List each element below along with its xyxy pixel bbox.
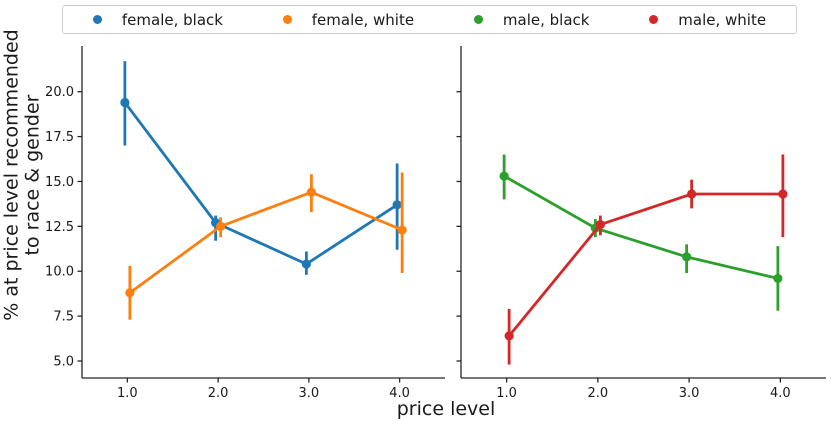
legend-item: female, white <box>282 10 415 29</box>
data-point-marker <box>216 221 226 231</box>
data-point-marker <box>504 331 514 341</box>
x-tick-label: 2.0 <box>208 386 229 401</box>
x-tick-label: 4.0 <box>770 386 791 401</box>
y-tick-label: 12.5 <box>45 220 74 235</box>
data-point-marker <box>306 187 316 197</box>
x-tick-label: 3.0 <box>679 386 700 401</box>
x-tick-label: 1.0 <box>117 386 138 401</box>
x-tick-label: 3.0 <box>299 386 320 401</box>
legend-marker-icon <box>473 15 483 24</box>
data-point-marker <box>773 273 783 284</box>
legend-marker-icon <box>92 15 102 24</box>
legend-item: male, white <box>649 11 766 29</box>
series-line <box>508 192 783 337</box>
data-point-marker <box>397 225 407 235</box>
legend-item-label: female, white <box>311 10 415 29</box>
data-point-marker <box>392 200 402 210</box>
legend-item-label: female, black <box>121 10 223 29</box>
data-point-marker <box>120 97 130 108</box>
y-tick-label: 17.5 <box>45 130 74 145</box>
y-tick-label: 20.0 <box>45 85 74 100</box>
data-point-marker <box>499 171 509 181</box>
y-tick-label: 7.5 <box>53 310 74 325</box>
x-tick-label: 1.0 <box>496 386 517 401</box>
data-point-marker <box>682 252 692 262</box>
legend-item: male, black <box>473 10 590 29</box>
y-tick-label: 15.0 <box>45 175 74 190</box>
y-tick-label: 10.0 <box>45 265 74 280</box>
data-point-marker <box>301 259 311 269</box>
data-point-marker <box>687 189 697 199</box>
x-tick-label: 2.0 <box>588 386 609 401</box>
series-line <box>503 174 779 280</box>
series-line <box>129 190 403 294</box>
y-tick-label: 5.0 <box>53 355 74 370</box>
x-tick-label: 4.0 <box>389 386 410 401</box>
series-line <box>123 101 398 266</box>
legend-marker-icon <box>649 15 659 24</box>
x-axis-label: price level <box>396 398 496 420</box>
legend-marker-icon <box>282 15 292 24</box>
data-point-marker <box>125 288 135 298</box>
legend-item: female, black <box>92 10 223 29</box>
legend: female, black female, white male, black mal… <box>62 5 797 34</box>
legend-item-label: male, black <box>502 10 590 29</box>
legend-item-label: male, white <box>678 10 767 29</box>
data-point-marker <box>778 189 788 199</box>
data-point-marker <box>595 219 605 230</box>
